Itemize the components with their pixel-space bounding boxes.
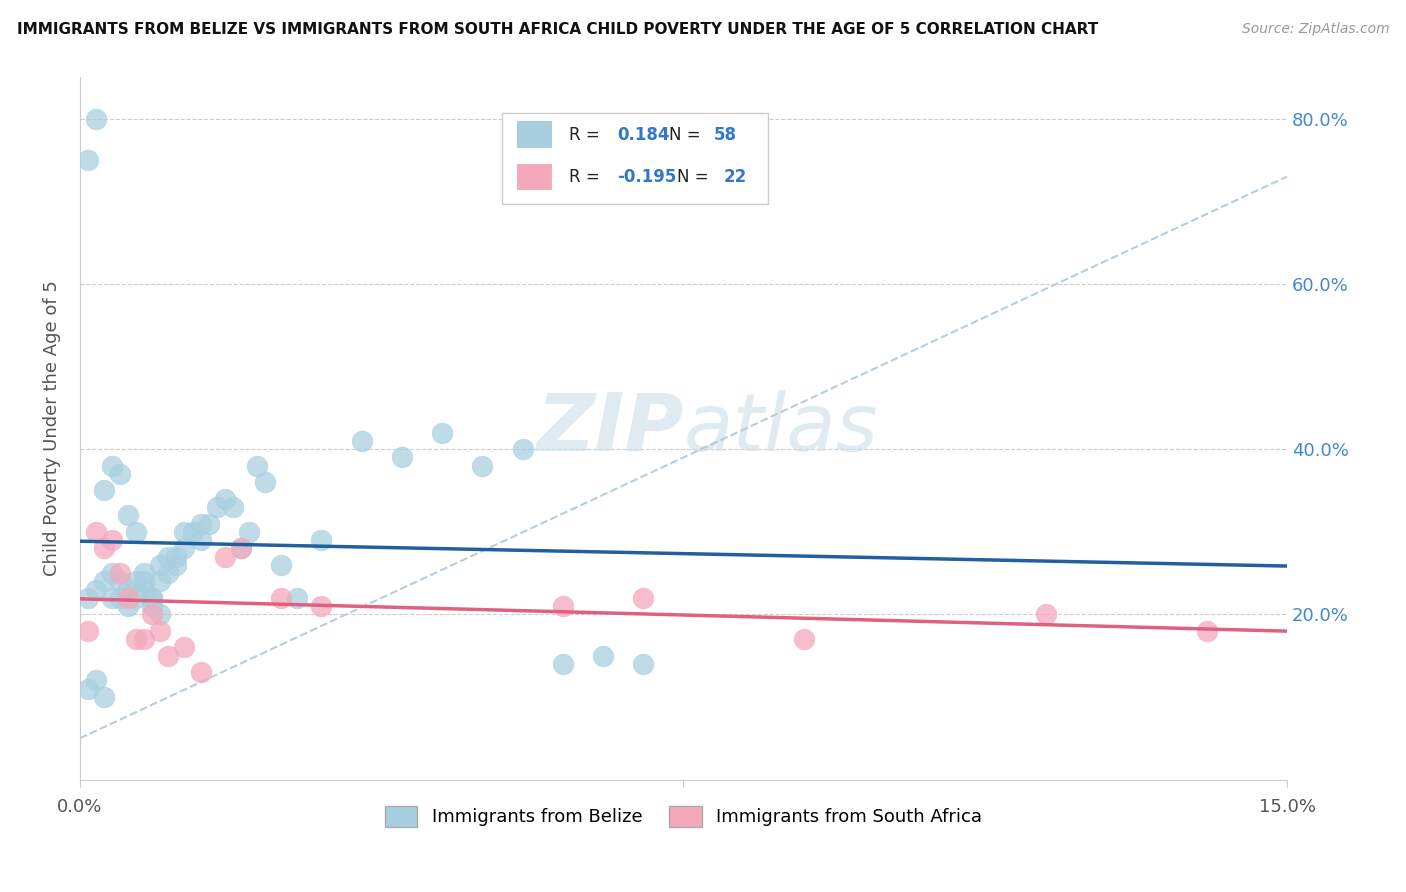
Point: [205, 500, 228, 514]
Point: [141, 599, 163, 614]
Text: atlas: atlas: [683, 390, 879, 467]
Point: [134, 632, 156, 647]
Point: [246, 458, 269, 473]
Point: [793, 632, 815, 647]
Point: [471, 458, 494, 473]
Point: [101, 591, 124, 605]
Point: [173, 524, 195, 539]
Point: [125, 632, 148, 647]
FancyBboxPatch shape: [502, 112, 768, 204]
Text: 58: 58: [714, 126, 737, 144]
FancyBboxPatch shape: [517, 164, 551, 189]
Point: [141, 607, 163, 622]
Text: N =: N =: [669, 126, 706, 144]
Point: [1035, 607, 1057, 622]
Point: [134, 574, 156, 589]
Point: [141, 591, 163, 605]
Point: [181, 524, 204, 539]
Point: [84, 673, 107, 688]
Point: [84, 524, 107, 539]
Point: [77, 591, 100, 605]
Point: [285, 591, 308, 605]
Point: [125, 574, 148, 589]
Point: [134, 582, 156, 597]
Point: [149, 607, 172, 622]
Point: [229, 541, 252, 556]
Point: [165, 549, 187, 564]
Point: [222, 500, 245, 514]
Point: [311, 599, 333, 614]
Point: [108, 574, 131, 589]
Point: [117, 599, 139, 614]
Point: [101, 566, 124, 580]
Point: [157, 549, 180, 564]
Point: [311, 533, 333, 547]
Point: [77, 153, 100, 167]
Text: R =: R =: [569, 126, 605, 144]
Point: [108, 566, 131, 580]
Point: [1195, 624, 1218, 638]
Point: [77, 681, 100, 696]
Point: [270, 558, 292, 572]
Point: [270, 591, 292, 605]
Text: -0.195: -0.195: [617, 169, 676, 186]
Point: [108, 467, 131, 481]
Point: [93, 541, 115, 556]
Point: [165, 558, 187, 572]
Point: [391, 450, 413, 465]
Point: [117, 582, 139, 597]
Point: [350, 434, 373, 448]
Point: [117, 508, 139, 523]
Legend: Immigrants from Belize, Immigrants from South Africa: Immigrants from Belize, Immigrants from …: [377, 798, 990, 834]
Point: [214, 491, 236, 506]
Y-axis label: Child Poverty Under the Age of 5: Child Poverty Under the Age of 5: [44, 281, 60, 576]
Point: [141, 591, 163, 605]
Point: [108, 591, 131, 605]
Point: [229, 541, 252, 556]
Text: Source: ZipAtlas.com: Source: ZipAtlas.com: [1241, 22, 1389, 37]
Text: ZIP: ZIP: [536, 390, 683, 467]
Point: [149, 558, 172, 572]
Point: [125, 591, 148, 605]
Point: [93, 690, 115, 704]
Text: 22: 22: [723, 169, 747, 186]
Point: [84, 582, 107, 597]
Point: [134, 566, 156, 580]
Point: [117, 591, 139, 605]
Point: [157, 566, 180, 580]
Point: [101, 458, 124, 473]
FancyBboxPatch shape: [517, 121, 551, 146]
Text: 0.184: 0.184: [617, 126, 669, 144]
Point: [253, 475, 276, 490]
Point: [173, 541, 195, 556]
Point: [93, 483, 115, 498]
Point: [214, 549, 236, 564]
Point: [157, 648, 180, 663]
Point: [93, 574, 115, 589]
Point: [631, 591, 654, 605]
Point: [149, 574, 172, 589]
Point: [77, 624, 100, 638]
Text: R =: R =: [569, 169, 605, 186]
Point: [190, 516, 212, 531]
Point: [631, 657, 654, 671]
Text: IMMIGRANTS FROM BELIZE VS IMMIGRANTS FROM SOUTH AFRICA CHILD POVERTY UNDER THE A: IMMIGRANTS FROM BELIZE VS IMMIGRANTS FRO…: [17, 22, 1098, 37]
Point: [430, 425, 453, 440]
Point: [125, 524, 148, 539]
Point: [84, 112, 107, 126]
Point: [101, 533, 124, 547]
Point: [197, 516, 219, 531]
Point: [551, 599, 574, 614]
Point: [551, 657, 574, 671]
Point: [512, 442, 534, 457]
Point: [173, 640, 195, 655]
Text: N =: N =: [678, 169, 714, 186]
Point: [592, 648, 614, 663]
Point: [238, 524, 260, 539]
Point: [190, 533, 212, 547]
Point: [190, 665, 212, 680]
Point: [149, 624, 172, 638]
